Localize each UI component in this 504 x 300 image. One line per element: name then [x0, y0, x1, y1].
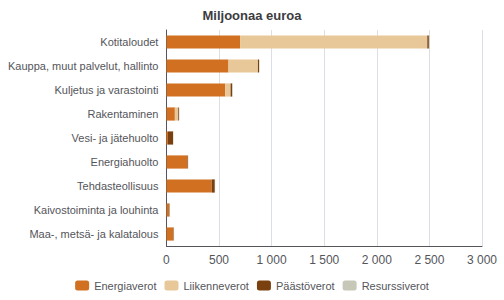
svg-text:500: 500 [209, 253, 229, 267]
svg-text:Rakentaminen: Rakentaminen [87, 108, 158, 120]
svg-text:0: 0 [163, 253, 170, 267]
svg-text:Resurssiverot: Resurssiverot [362, 280, 429, 292]
svg-text:Miljoonaa euroa: Miljoonaa euroa [203, 8, 303, 23]
svg-text:2 000: 2 000 [362, 253, 392, 267]
svg-text:Päästöverot: Päästöverot [276, 280, 335, 292]
svg-text:Energiahuolto: Energiahuolto [91, 156, 159, 168]
svg-text:Vesi- ja jätehuolto: Vesi- ja jätehuolto [72, 132, 159, 144]
svg-text:Maa-, metsä- ja kalatalous: Maa-, metsä- ja kalatalous [29, 228, 158, 240]
svg-text:2 500: 2 500 [414, 253, 444, 267]
svg-text:1 000: 1 000 [257, 253, 287, 267]
svg-text:Kaivostoiminta ja louhinta: Kaivostoiminta ja louhinta [34, 204, 160, 216]
svg-text:3 000: 3 000 [467, 253, 497, 267]
svg-text:Kotitaloudet: Kotitaloudet [100, 36, 158, 48]
svg-text:Energiaverot: Energiaverot [94, 280, 156, 292]
svg-text:1 500: 1 500 [309, 253, 339, 267]
svg-text:Kuljetus ja varastointi: Kuljetus ja varastointi [54, 84, 158, 96]
svg-text:Kauppa, muut palvelut, hallint: Kauppa, muut palvelut, hallinto [8, 60, 158, 72]
svg-text:Tehdasteollisuus: Tehdasteollisuus [77, 180, 159, 192]
svg-text:Liikenneverot: Liikenneverot [183, 280, 248, 292]
